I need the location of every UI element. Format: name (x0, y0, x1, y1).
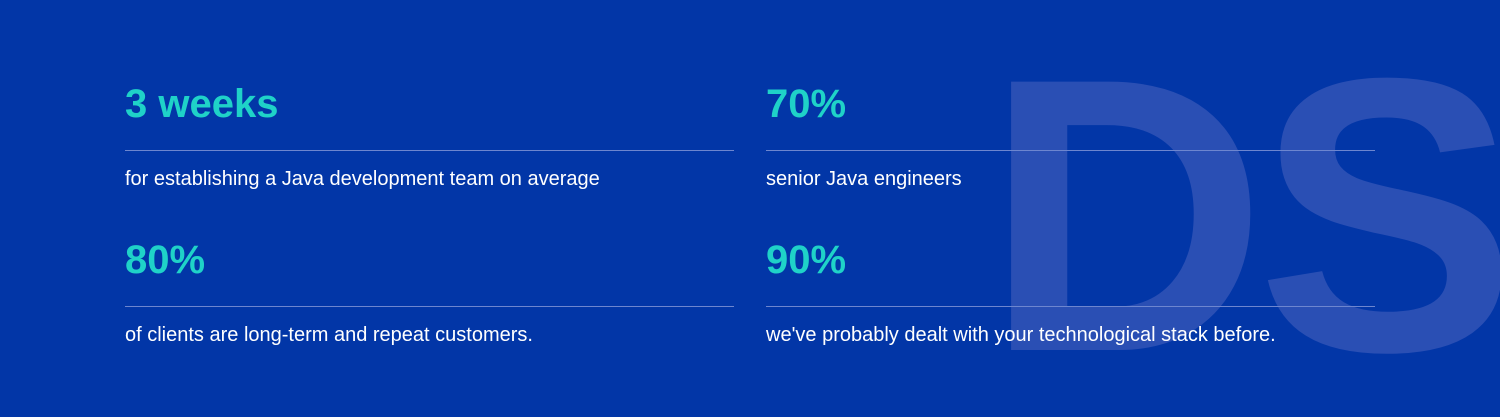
stat-value: 80% (125, 238, 206, 282)
stat-description: senior Java engineers (766, 168, 962, 190)
stat-description: we've probably dealt with your technolog… (766, 324, 1276, 346)
stat-value: 3 weeks (125, 82, 279, 126)
divider (766, 150, 1375, 151)
watermark: DS (985, 0, 1500, 417)
stat-value: 70% (766, 82, 847, 126)
stat-description: for establishing a Java development team… (125, 168, 600, 190)
stat-description: of clients are long-term and repeat cust… (125, 324, 533, 346)
stat-value: 90% (766, 238, 847, 282)
divider (766, 306, 1375, 307)
divider (125, 150, 734, 151)
divider (125, 306, 734, 307)
